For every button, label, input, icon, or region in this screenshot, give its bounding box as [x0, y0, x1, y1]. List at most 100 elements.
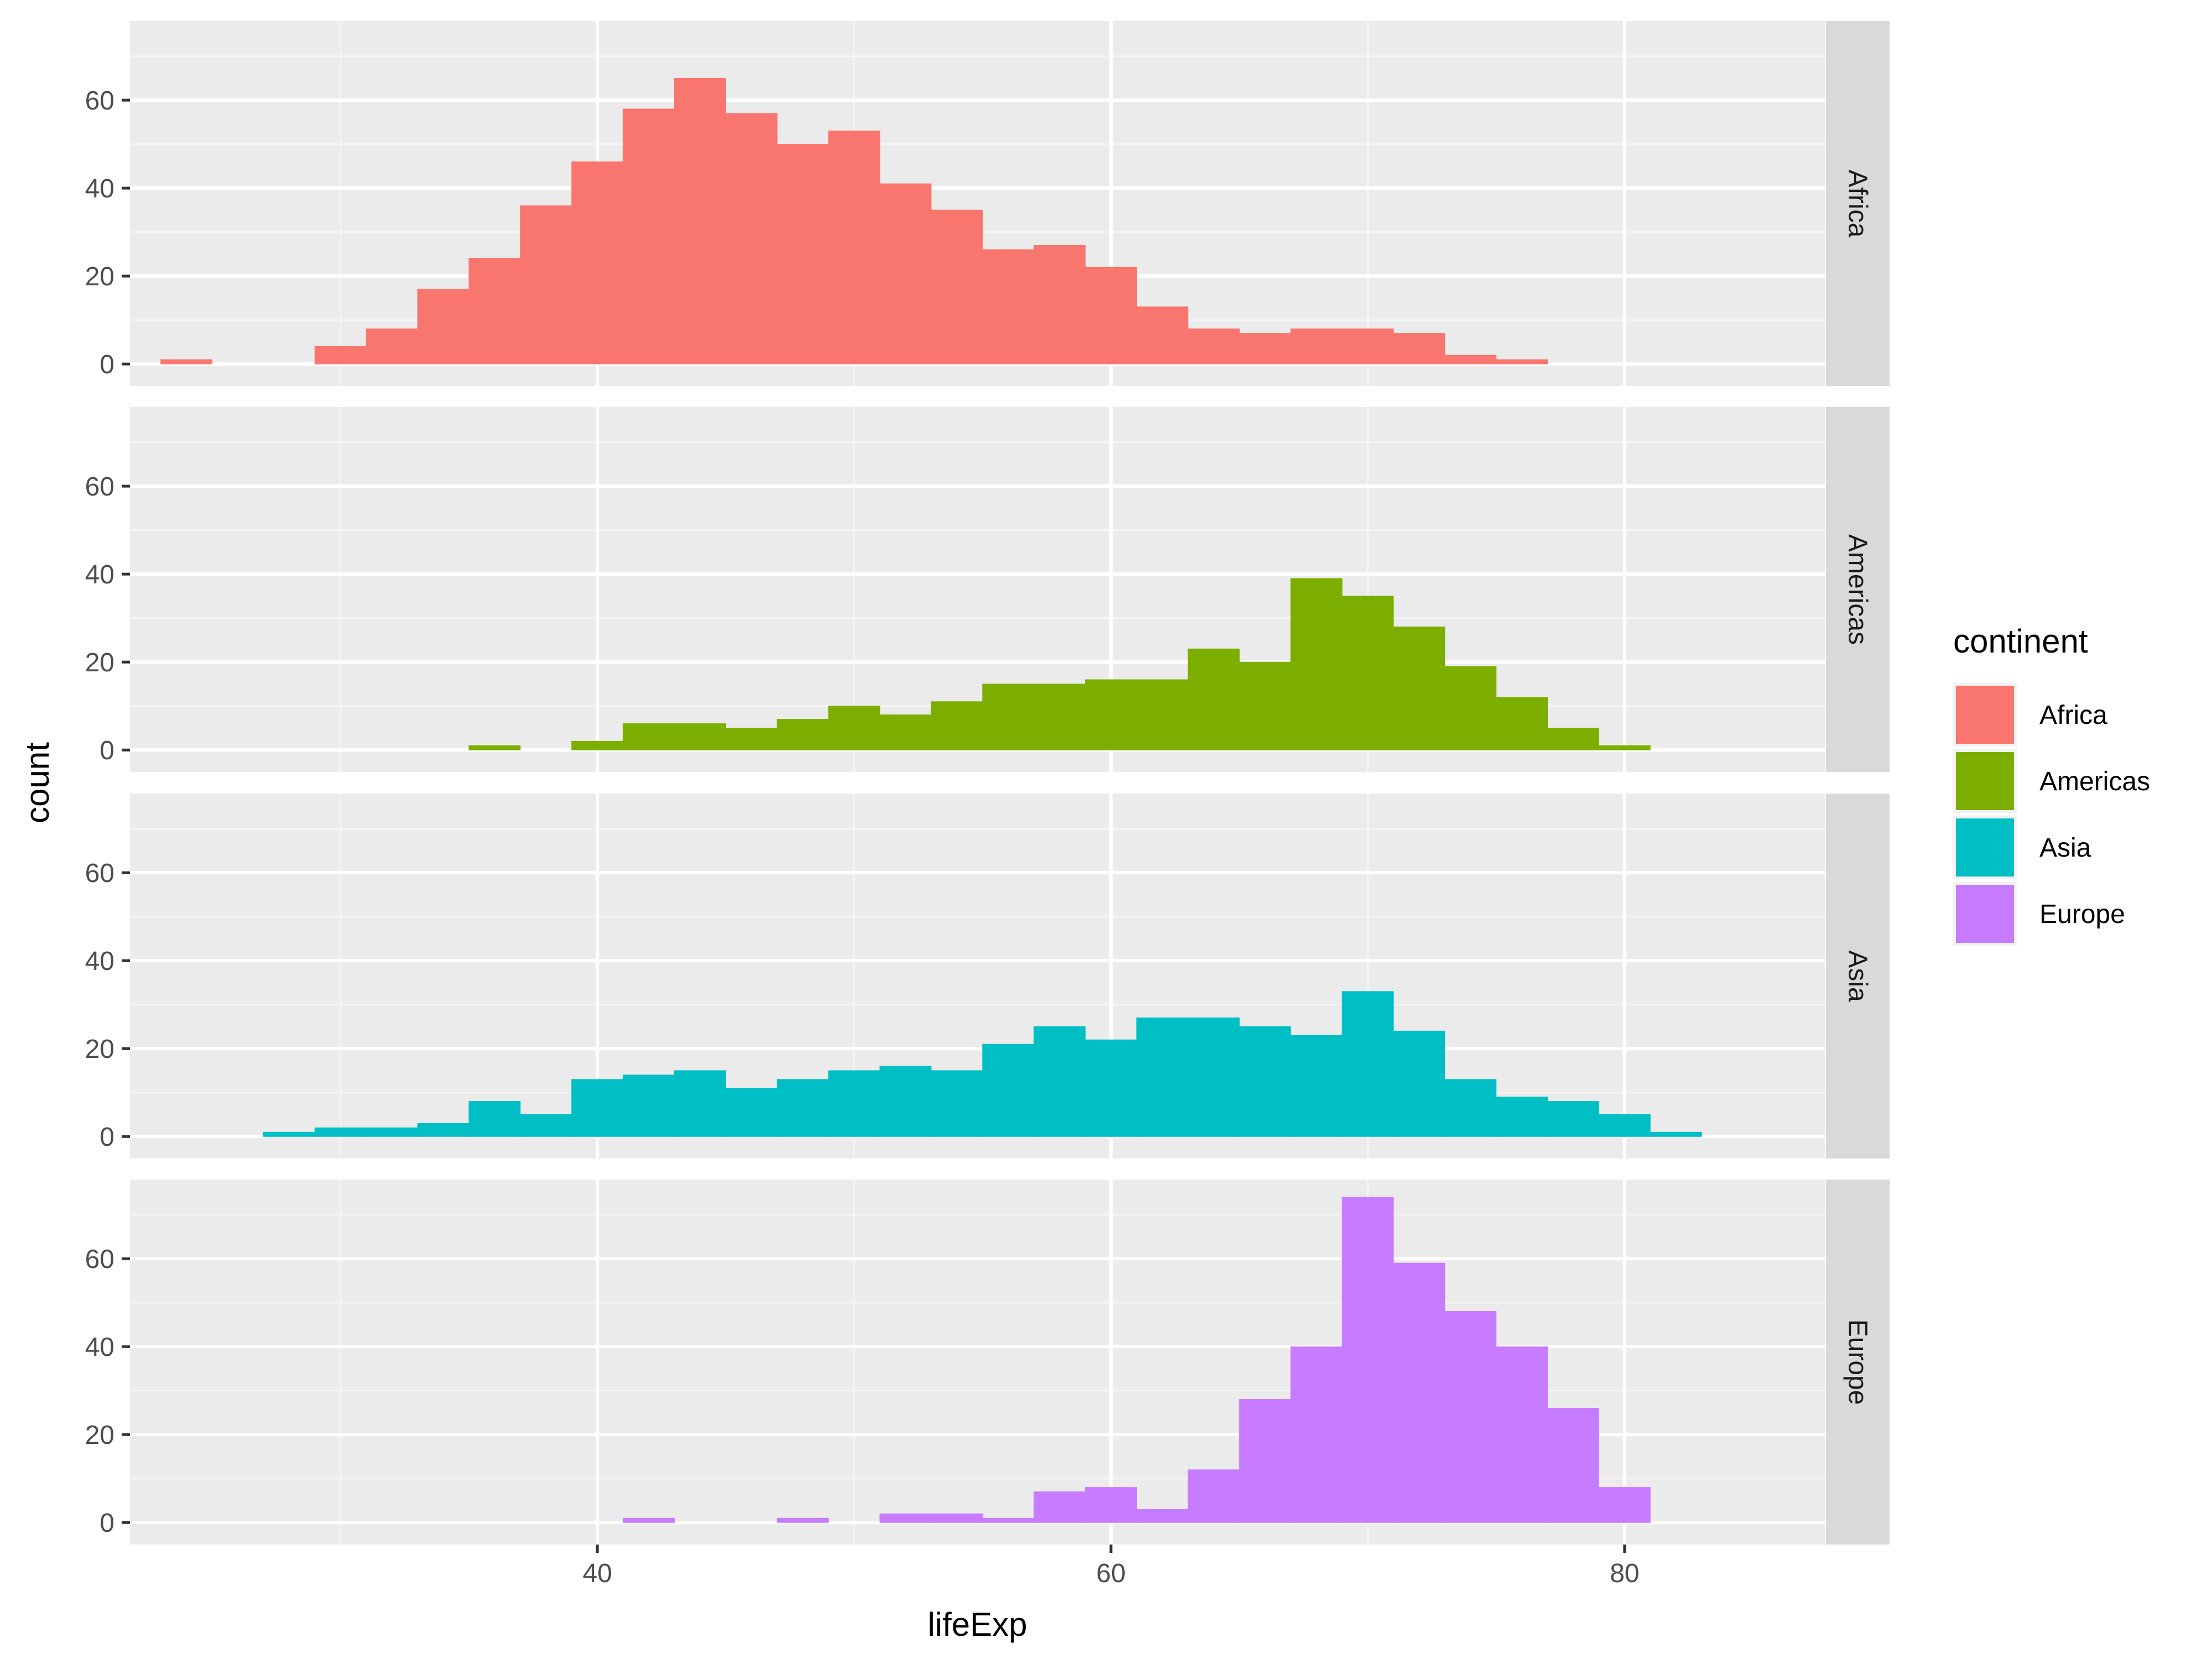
- y-tick-label: 0: [100, 736, 114, 765]
- histogram-bar-africa: [160, 359, 213, 364]
- histogram-bar-americas: [1496, 697, 1548, 750]
- y-tick-label: 20: [85, 262, 114, 291]
- histogram-bar-europe: [1239, 1399, 1291, 1523]
- y-tick-label: 0: [100, 1509, 114, 1538]
- histogram-bar-asia: [931, 1070, 983, 1137]
- y-tick-label: 20: [85, 1035, 114, 1064]
- histogram-bar-europe: [931, 1513, 983, 1523]
- histogram-bar-asia: [520, 1114, 572, 1137]
- histogram-bar-americas: [1239, 661, 1291, 750]
- legend-label-americas: Americas: [2039, 767, 2150, 796]
- histogram-bar-asia: [468, 1101, 521, 1137]
- histogram-bar-americas: [776, 719, 829, 750]
- histogram-bar-americas: [982, 684, 1035, 750]
- histogram-bar-africa: [879, 183, 932, 364]
- histogram-bar-americas: [1547, 727, 1599, 750]
- legend: continent Africa Americas Asia Europe: [1953, 623, 2150, 946]
- facet-strip: [1826, 407, 1890, 772]
- histogram-bar-americas: [1136, 679, 1188, 750]
- histogram-bar-asia: [725, 1088, 778, 1137]
- histogram-bar-asia: [366, 1127, 418, 1137]
- histogram-bar-europe: [776, 1517, 829, 1523]
- y-tick-label: 40: [85, 947, 114, 976]
- histogram-bar-americas: [1444, 666, 1497, 750]
- histogram-bar-africa: [417, 289, 469, 364]
- histogram-bar-asia: [1650, 1131, 1702, 1137]
- histogram-bar-africa: [1034, 245, 1086, 364]
- facet-strip: [1826, 1180, 1890, 1545]
- x-tick-label: 60: [1096, 1559, 1125, 1588]
- facet-strip: [1826, 794, 1890, 1159]
- histogram-bar-africa: [1342, 328, 1394, 364]
- histogram-bar-americas: [1085, 679, 1137, 750]
- facet-strip-label-asia: Asia: [1843, 950, 1872, 1002]
- legend-label-europe: Europe: [2039, 900, 2125, 929]
- histogram-bar-asia: [982, 1044, 1035, 1137]
- histogram-bar-asia: [1444, 1079, 1497, 1137]
- facet-panel-asia: 0 20 40 60 Asia: [85, 794, 1890, 1159]
- histogram-bar-africa: [623, 108, 675, 364]
- facet-panel-europe: 0 20 40 60 Europe: [85, 1180, 1890, 1545]
- histogram-bar-asia: [623, 1074, 675, 1137]
- histogram-bar-africa: [931, 210, 983, 364]
- histogram-bar-asia: [1085, 1039, 1137, 1137]
- histogram-bar-americas: [1342, 596, 1394, 750]
- histogram-bar-africa: [468, 258, 521, 364]
- histogram-bar-europe: [1034, 1491, 1086, 1523]
- x-tick-label: 40: [583, 1559, 612, 1588]
- legend-key-europe: [1956, 885, 2014, 943]
- histogram-bar-europe: [879, 1513, 932, 1523]
- histogram-bar-africa: [725, 113, 778, 364]
- histogram-bar-europe: [1085, 1487, 1137, 1523]
- histogram-bar-europe: [982, 1517, 1035, 1523]
- histogram-bar-asia: [1547, 1101, 1599, 1137]
- facet-strip-label-americas: Americas: [1843, 534, 1872, 645]
- histogram-bar-europe: [1393, 1262, 1446, 1523]
- legend-key-africa: [1956, 686, 2014, 744]
- histogram-bar-asia: [1342, 991, 1394, 1137]
- histogram-bar-asia: [1290, 1035, 1343, 1137]
- legend-label-africa: Africa: [2039, 701, 2107, 730]
- histogram-bar-africa: [571, 161, 624, 364]
- facet-strip-label-europe: Europe: [1843, 1319, 1872, 1405]
- histogram-bar-africa: [674, 77, 726, 364]
- histogram-bar-africa: [1444, 354, 1497, 364]
- x-axis-title: lifeExp: [927, 1606, 1027, 1643]
- y-tick-label: 0: [100, 1123, 114, 1152]
- histogram-bar-americas: [1598, 745, 1651, 750]
- histogram-bar-africa: [1239, 333, 1291, 364]
- histogram-bar-americas: [1290, 578, 1343, 750]
- facet-panel-americas: 0 20 40 60 Americas: [85, 407, 1890, 772]
- y-axis-title: count: [19, 742, 56, 823]
- histogram-bar-asia: [1598, 1114, 1651, 1137]
- y-tick-label: 60: [85, 472, 114, 502]
- histogram-bar-americas: [623, 723, 675, 750]
- y-tick-label: 40: [85, 1333, 114, 1362]
- histogram-bar-africa: [1085, 267, 1137, 364]
- histogram-bar-americas: [468, 745, 521, 750]
- histogram-bar-africa: [982, 249, 1035, 364]
- legend-title: continent: [1953, 623, 2088, 660]
- histogram-bar-europe: [1547, 1407, 1599, 1523]
- histogram-bar-africa: [1290, 328, 1343, 364]
- histogram-bar-asia: [1187, 1018, 1240, 1137]
- histogram-bar-americas: [571, 740, 624, 750]
- histogram-bar-americas: [931, 701, 983, 750]
- histogram-bar-europe: [623, 1517, 675, 1523]
- histogram-bar-asia: [674, 1070, 726, 1137]
- histogram-bar-europe: [1496, 1346, 1548, 1523]
- histogram-bar-asia: [1136, 1018, 1188, 1137]
- histogram-bar-asia: [828, 1070, 880, 1137]
- histogram-bar-europe: [1342, 1197, 1394, 1523]
- y-tick-label: 60: [85, 86, 114, 116]
- histogram-bar-asia: [776, 1079, 829, 1137]
- histogram-bar-africa: [1496, 359, 1548, 364]
- facet-strip: [1826, 21, 1890, 386]
- y-tick-label: 20: [85, 648, 114, 677]
- histogram-bar-europe: [1187, 1469, 1240, 1523]
- histogram-bar-asia: [1496, 1097, 1548, 1137]
- histogram-bar-europe: [1598, 1487, 1651, 1523]
- histogram-bar-americas: [828, 706, 880, 750]
- y-tick-label: 60: [85, 1245, 114, 1274]
